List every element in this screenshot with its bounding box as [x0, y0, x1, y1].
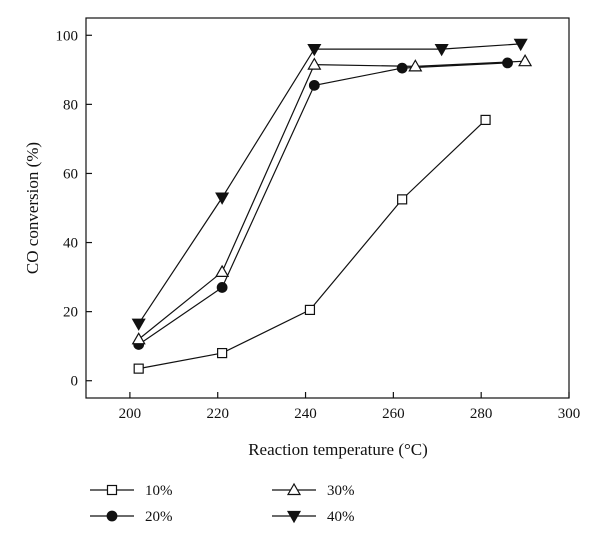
- data-point: [307, 57, 322, 70]
- y-axis-ticks: 0 20 40 60 80 100: [56, 28, 92, 390]
- data-point: [408, 59, 423, 72]
- series-line: [138, 62, 508, 345]
- series-30pct: [131, 53, 533, 345]
- data-point: [518, 53, 533, 67]
- data-point: [434, 43, 449, 57]
- data-point: [397, 194, 408, 205]
- legend-item: 10%: [90, 483, 173, 499]
- x-axis-ticks: 200 220 240 260 280 300: [119, 392, 581, 422]
- series-40pct: [131, 38, 528, 331]
- data-point: [396, 62, 408, 74]
- legend: 10% 20% 30% 40%: [90, 482, 355, 525]
- legend-label: 10%: [145, 483, 173, 499]
- x-tick-label: 200: [119, 406, 142, 422]
- y-axis-title: CO conversion (%): [23, 142, 42, 274]
- x-axis-title: Reaction temperature (°C): [248, 440, 428, 459]
- y-tick-label: 20: [63, 305, 78, 321]
- series-20pct: [133, 57, 513, 350]
- legend-marker: [286, 510, 302, 524]
- x-tick-label: 280: [470, 406, 493, 422]
- series-line: [138, 43, 521, 325]
- data-point: [133, 363, 144, 374]
- data-point: [215, 264, 230, 278]
- y-tick-label: 0: [71, 374, 79, 390]
- legend-item: 20%: [90, 509, 173, 525]
- legend-marker: [106, 484, 118, 496]
- y-tick-label: 100: [56, 28, 79, 44]
- series-layer: [131, 38, 533, 374]
- legend-label: 40%: [327, 509, 355, 525]
- data-point: [480, 114, 491, 126]
- data-point: [502, 57, 513, 69]
- data-point: [217, 347, 228, 359]
- x-tick-label: 300: [558, 406, 581, 422]
- x-tick-label: 220: [206, 406, 229, 422]
- data-point: [307, 43, 322, 57]
- x-tick-label: 260: [382, 406, 405, 422]
- data-point: [513, 38, 528, 52]
- series-line: [138, 60, 526, 340]
- data-point: [216, 282, 228, 293]
- legend-item: 30%: [272, 482, 355, 499]
- legend-label: 20%: [145, 509, 173, 525]
- plot-frame: [85, 17, 570, 399]
- y-tick-label: 60: [63, 166, 78, 182]
- data-point: [308, 79, 320, 91]
- legend-marker: [106, 510, 118, 522]
- data-point: [131, 318, 146, 331]
- legend-label: 30%: [327, 483, 355, 499]
- data-point: [215, 192, 230, 205]
- data-point: [304, 304, 316, 316]
- legend-item: 40%: [272, 509, 355, 525]
- x-tick-label: 240: [294, 406, 317, 422]
- legend-marker: [286, 482, 302, 496]
- y-tick-label: 80: [63, 97, 78, 113]
- y-tick-label: 40: [63, 236, 78, 252]
- series-10pct: [133, 114, 491, 374]
- data-point: [131, 332, 146, 345]
